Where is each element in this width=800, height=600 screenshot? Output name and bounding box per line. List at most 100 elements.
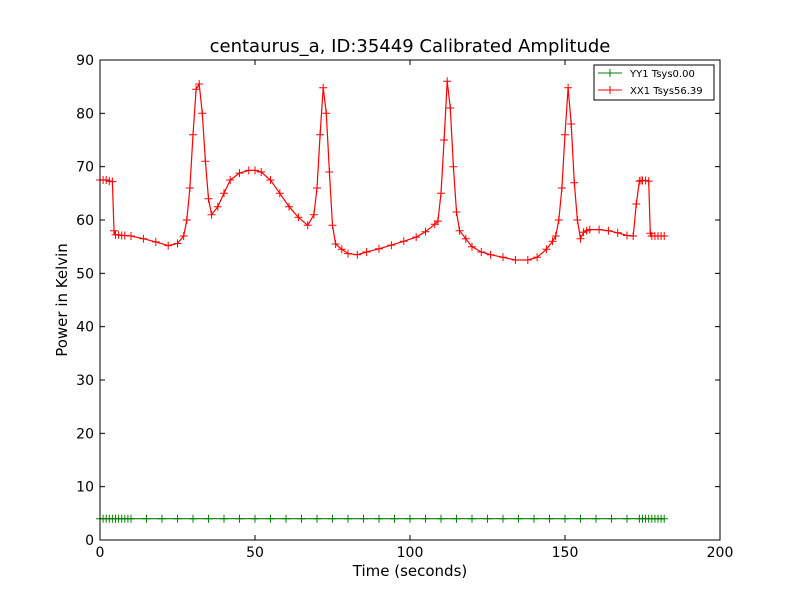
data-point <box>573 216 582 224</box>
data-point <box>592 514 600 523</box>
data-point <box>455 226 464 235</box>
data-point <box>437 189 445 198</box>
data-point <box>660 232 669 240</box>
data-point <box>486 250 495 259</box>
y-tick-label: 30 <box>76 373 94 389</box>
data-point <box>511 256 520 264</box>
data-point <box>483 514 492 523</box>
legend-marker-xx1 <box>606 86 614 94</box>
y-tick-label: 0 <box>85 533 94 549</box>
series-yy1 <box>96 514 669 523</box>
x-tick-label: 200 <box>707 545 734 561</box>
data-point <box>530 514 538 523</box>
data-point <box>213 202 222 211</box>
data-point <box>204 514 213 523</box>
data-point <box>523 256 532 264</box>
data-point <box>613 228 622 237</box>
data-point <box>316 130 325 139</box>
data-point <box>359 514 368 523</box>
data-point <box>142 514 151 523</box>
data-point <box>127 514 135 523</box>
legend-label-yy1: YY1 Tsys0.00 <box>629 69 695 80</box>
series-layer <box>96 77 669 523</box>
legend-entry-yy1: YY1 Tsys0.00 <box>598 69 695 80</box>
legend-entry-xx1: XX1 Tsys56.39 <box>598 86 703 97</box>
y-tick-label: 50 <box>76 266 94 282</box>
data-point <box>564 83 573 92</box>
data-point <box>437 514 445 523</box>
x-tick-label: 150 <box>552 545 579 561</box>
data-point <box>294 213 303 222</box>
data-point <box>570 178 579 187</box>
data-point <box>204 194 213 203</box>
data-point <box>375 244 383 253</box>
data-point <box>548 237 557 246</box>
y-tick-label: 10 <box>76 480 94 496</box>
data-point <box>421 227 430 236</box>
data-point <box>192 85 201 94</box>
data-point <box>353 250 362 259</box>
data-point <box>179 232 188 240</box>
data-point <box>468 242 476 251</box>
data-point <box>325 168 334 176</box>
data-point <box>266 514 275 523</box>
data-point <box>285 202 294 211</box>
x-tick-label: 50 <box>246 545 264 561</box>
y-tick-label: 70 <box>76 160 94 176</box>
data-point <box>629 232 638 240</box>
data-point <box>182 216 191 224</box>
data-point <box>189 130 197 139</box>
legend-box <box>593 64 715 101</box>
data-point <box>362 248 371 256</box>
y-tick-label: 40 <box>76 320 94 336</box>
data-point <box>514 514 523 523</box>
data-point <box>561 130 569 139</box>
data-point <box>412 233 421 242</box>
data-point <box>595 225 604 234</box>
data-point <box>390 514 399 523</box>
data-point <box>127 232 135 240</box>
data-point <box>477 248 486 256</box>
data-point <box>623 514 631 523</box>
data-point <box>195 80 204 88</box>
data-point <box>421 514 430 523</box>
data-point <box>303 221 312 230</box>
data-point <box>108 177 117 186</box>
data-point <box>322 109 331 118</box>
data-point <box>337 245 346 254</box>
data-point <box>275 189 284 198</box>
data-point <box>446 104 455 112</box>
data-point <box>660 514 669 523</box>
data-point <box>554 216 563 224</box>
data-point <box>235 514 244 523</box>
data-point <box>585 225 594 234</box>
x-axis-title: Time (seconds) <box>352 562 468 580</box>
data-point <box>443 77 452 86</box>
data-point <box>344 249 352 258</box>
data-point <box>452 514 461 523</box>
data-point <box>173 514 182 523</box>
data-point <box>173 239 182 248</box>
data-point <box>198 109 207 118</box>
data-point <box>545 514 554 523</box>
data-point <box>313 184 321 192</box>
data-point <box>164 241 173 250</box>
y-tick-label: 20 <box>76 426 94 442</box>
data-point <box>185 184 194 192</box>
data-point <box>344 514 352 523</box>
data-point <box>567 120 576 128</box>
data-point <box>461 234 470 243</box>
y-tick-label: 60 <box>76 213 94 229</box>
data-point <box>313 514 321 523</box>
data-point <box>328 221 337 230</box>
data-point <box>220 189 228 198</box>
data-point <box>433 217 442 226</box>
data-point <box>607 514 616 523</box>
data-point <box>257 168 266 176</box>
data-point <box>533 253 542 262</box>
data-point <box>139 234 148 243</box>
data-point <box>158 514 166 523</box>
data-point <box>201 157 210 166</box>
data-point <box>309 210 318 219</box>
